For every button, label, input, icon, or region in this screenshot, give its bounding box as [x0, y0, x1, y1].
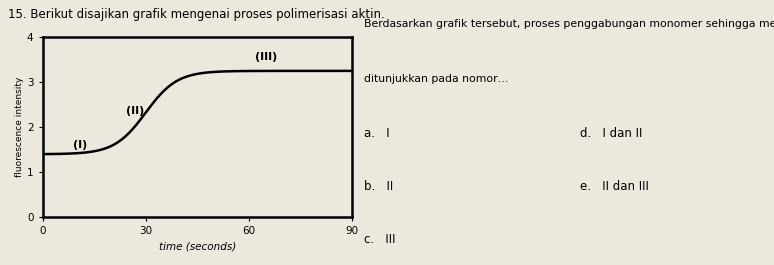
- X-axis label: time (seconds): time (seconds): [159, 242, 236, 252]
- Text: d.   I dan II: d. I dan II: [580, 127, 643, 140]
- Text: (III): (III): [255, 52, 277, 62]
- Text: a.   I: a. I: [364, 127, 389, 140]
- Text: e.   II dan III: e. II dan III: [580, 180, 649, 193]
- Y-axis label: fluorescence intensity: fluorescence intensity: [15, 77, 24, 177]
- Text: c.   III: c. III: [364, 233, 396, 246]
- Text: b.   II: b. II: [364, 180, 393, 193]
- Text: (I): (I): [74, 140, 87, 150]
- Text: Berdasarkan grafik tersebut, proses penggabungan monomer sehingga membentuk fila: Berdasarkan grafik tersebut, proses peng…: [364, 19, 774, 29]
- Text: ditunjukkan pada nomor…: ditunjukkan pada nomor…: [364, 74, 509, 84]
- Text: 15. Berikut disajikan grafik mengenai proses polimerisasi aktin.: 15. Berikut disajikan grafik mengenai pr…: [8, 8, 385, 21]
- Text: (II): (II): [126, 107, 145, 116]
